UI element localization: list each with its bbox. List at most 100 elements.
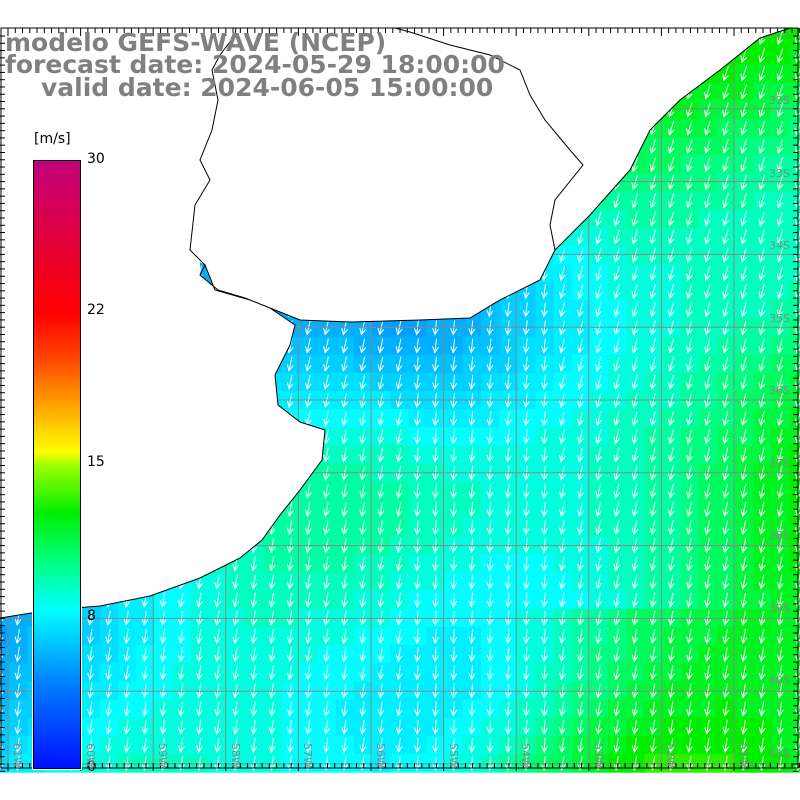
wind-arrow <box>686 737 693 754</box>
wind-arrow <box>432 719 440 735</box>
wind-arrow <box>559 338 566 354</box>
wind-arrow <box>359 501 367 518</box>
wind-arrow <box>286 520 294 536</box>
wind-arrow <box>159 628 167 645</box>
wind-arrow <box>413 737 421 754</box>
wind-arrow <box>504 520 512 536</box>
wind-arrow <box>177 665 185 681</box>
wind-arrow <box>359 592 367 608</box>
wind-arrow <box>159 592 167 608</box>
longitude-label: 58W <box>228 743 242 768</box>
wind-arrow <box>141 701 149 717</box>
wind-arrow <box>577 374 584 391</box>
wind-arrow <box>232 592 240 608</box>
wind-arrow <box>649 356 657 372</box>
wind-arrow <box>432 592 440 608</box>
wind-arrow <box>468 647 476 663</box>
wind-arrow <box>395 647 403 663</box>
wind-arrow <box>577 229 584 245</box>
wind-arrow <box>631 411 639 427</box>
colorbar-tick: 30 <box>87 151 105 167</box>
wind-arrow <box>776 737 784 754</box>
wind-arrow <box>250 683 258 699</box>
wind-arrow <box>468 356 476 372</box>
wind-arrow <box>613 501 621 518</box>
wind-arrow <box>377 483 385 499</box>
colorbar <box>33 160 81 769</box>
wind-speed-cell <box>789 282 800 301</box>
wind-arrow <box>377 701 385 717</box>
wind-arrow <box>450 411 458 427</box>
wind-arrow <box>450 683 458 699</box>
wind-arrow <box>450 447 458 463</box>
wind-arrow <box>577 647 585 663</box>
wind-arrow <box>667 574 675 590</box>
wind-arrow <box>595 284 602 300</box>
wind-speed-cell <box>789 663 800 682</box>
wind-arrow <box>722 138 729 155</box>
wind-arrow <box>613 265 621 282</box>
wind-arrow <box>577 429 584 445</box>
wind-arrow <box>758 719 766 735</box>
wind-arrow <box>667 302 675 318</box>
longitude-label: 60W <box>83 743 97 768</box>
wind-arrow <box>631 483 639 499</box>
wind-speed-cell <box>789 64 800 83</box>
wind-arrow <box>323 447 330 463</box>
wind-arrow <box>450 574 458 590</box>
wind-arrow <box>740 229 748 245</box>
wind-arrow <box>341 338 348 354</box>
wind-speed-cell <box>789 481 800 501</box>
longitude-label: 55W <box>446 743 460 768</box>
wind-arrow <box>305 683 312 699</box>
wind-arrow <box>559 737 566 754</box>
wind-arrow <box>722 665 730 681</box>
wind-arrow <box>686 574 693 590</box>
wind-arrow <box>268 647 276 663</box>
wind-arrow <box>577 265 584 282</box>
wind-arrow <box>159 719 167 735</box>
wind-arrow <box>740 338 748 354</box>
wind-speed-cell <box>789 100 800 120</box>
wind-arrow <box>432 411 439 427</box>
wind-arrow <box>776 66 784 82</box>
wind-arrow <box>631 628 639 645</box>
wind-arrow <box>504 556 512 572</box>
wind-arrow <box>649 737 657 754</box>
wind-arrow <box>522 302 530 318</box>
wind-arrow <box>250 701 258 717</box>
wind-arrow <box>740 628 748 645</box>
wind-arrow <box>758 211 766 227</box>
wind-arrow <box>305 628 312 645</box>
wind-arrow <box>141 628 149 645</box>
wind-arrow <box>649 647 657 663</box>
latitude-label: 38S <box>769 529 790 542</box>
wind-arrow <box>649 429 657 445</box>
wind-speed-cell <box>789 118 800 138</box>
wind-arrow <box>232 647 240 663</box>
wind-arrow <box>758 84 766 100</box>
wind-arrow <box>468 447 476 463</box>
wind-arrow <box>359 447 367 463</box>
title-model: modelo GEFS-WAVE (NCEP) <box>5 28 387 57</box>
wind-arrow <box>341 574 349 590</box>
wind-arrow <box>704 265 711 282</box>
wind-arrow <box>704 411 711 427</box>
wind-arrow <box>413 683 421 699</box>
wind-arrow <box>323 483 330 499</box>
wind-arrow <box>359 665 367 681</box>
wind-arrow <box>613 229 621 245</box>
wind-arrow <box>232 628 240 645</box>
wind-speed-cell <box>789 245 800 265</box>
wind-arrow <box>341 447 349 463</box>
wind-arrow <box>450 338 458 354</box>
wind-arrow <box>559 501 566 518</box>
wind-arrow <box>776 429 784 445</box>
wind-arrow <box>613 211 621 227</box>
wind-arrow <box>504 447 512 463</box>
wind-arrow <box>613 411 621 427</box>
wind-arrow <box>196 665 203 681</box>
wind-arrow <box>613 356 621 372</box>
wind-arrow <box>631 156 639 173</box>
wind-arrow <box>722 574 730 590</box>
